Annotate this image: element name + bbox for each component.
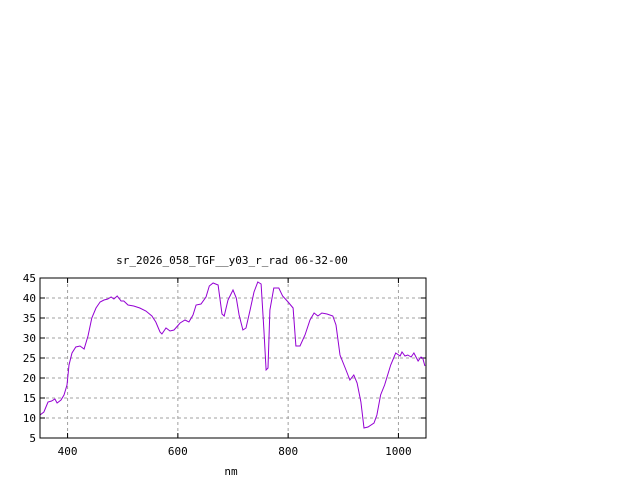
- x-tick-label: 800: [278, 445, 298, 458]
- x-tick-label: 1000: [385, 445, 412, 458]
- y-tick-label: 20: [23, 372, 36, 385]
- y-tick-label: 35: [23, 312, 36, 325]
- x-tick-label: 600: [168, 445, 188, 458]
- y-tick-label: 15: [23, 392, 36, 405]
- y-tick-label: 45: [23, 272, 36, 285]
- y-tick-label: 25: [23, 352, 36, 365]
- y-tick-label: 10: [23, 412, 36, 425]
- x-tick-label: 400: [58, 445, 78, 458]
- series-line: [39, 281, 426, 429]
- y-tick-label: 5: [29, 432, 36, 445]
- y-tick-label: 40: [23, 292, 36, 305]
- x-axis-label: nm: [224, 465, 238, 478]
- axis-ticks: 5 10 15 20 25 30 35 40 45 400 600 800 1000: [23, 272, 426, 458]
- plot-border: [39, 277, 427, 439]
- y-tick-label: 30: [23, 332, 36, 345]
- chart-title: sr_2026_058_TGF__y03_r_rad 06-32-00: [116, 254, 348, 267]
- grid: [40, 278, 426, 438]
